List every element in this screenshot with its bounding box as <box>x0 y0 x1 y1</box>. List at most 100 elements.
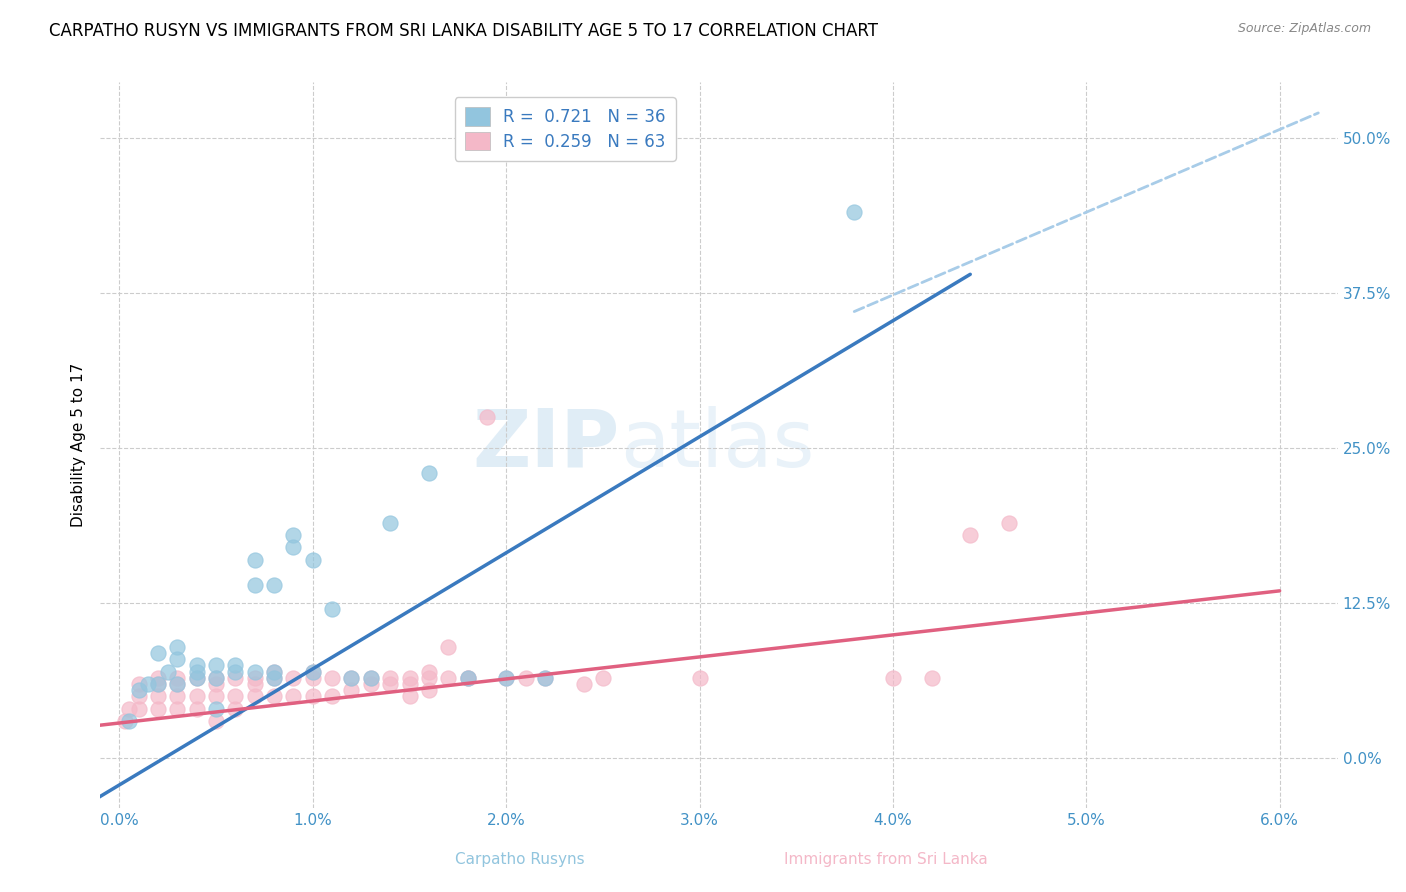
Point <box>128 677 150 691</box>
Point <box>283 690 305 704</box>
Point <box>301 553 323 567</box>
Point <box>572 677 595 691</box>
Point <box>118 702 141 716</box>
Point <box>166 677 188 691</box>
Text: ZIP: ZIP <box>472 406 620 484</box>
Point <box>263 671 285 685</box>
Text: atlas: atlas <box>620 406 814 484</box>
Point <box>186 658 208 673</box>
Point <box>114 714 136 729</box>
Point <box>186 671 208 685</box>
Point <box>205 690 228 704</box>
Point <box>224 671 246 685</box>
Point <box>360 677 382 691</box>
Point <box>592 671 614 685</box>
Point <box>243 677 266 691</box>
Point <box>138 677 160 691</box>
Point <box>301 665 323 679</box>
Legend: R =  0.721   N = 36, R =  0.259   N = 63: R = 0.721 N = 36, R = 0.259 N = 63 <box>456 97 676 161</box>
Point <box>128 683 150 698</box>
Point <box>534 671 557 685</box>
Point <box>166 702 188 716</box>
Point <box>224 665 246 679</box>
Point <box>844 205 866 219</box>
Point <box>146 671 169 685</box>
Point <box>515 671 537 685</box>
Point <box>283 541 305 555</box>
Point <box>146 690 169 704</box>
Text: Carpatho Rusyns: Carpatho Rusyns <box>456 852 585 867</box>
Point <box>263 577 285 591</box>
Point <box>205 671 228 685</box>
Point <box>457 671 479 685</box>
Point <box>998 516 1021 530</box>
Point <box>224 690 246 704</box>
Point <box>166 690 188 704</box>
Point <box>118 714 141 729</box>
Point <box>205 671 228 685</box>
Point <box>243 671 266 685</box>
Y-axis label: Disability Age 5 to 17: Disability Age 5 to 17 <box>72 363 86 527</box>
Point <box>475 410 498 425</box>
Point <box>301 665 323 679</box>
Point <box>457 671 479 685</box>
Point <box>243 665 266 679</box>
Point <box>360 671 382 685</box>
Point <box>283 671 305 685</box>
Point <box>495 671 517 685</box>
Point <box>146 646 169 660</box>
Point <box>205 714 228 729</box>
Point <box>457 671 479 685</box>
Point <box>689 671 711 685</box>
Point <box>321 671 343 685</box>
Point <box>534 671 557 685</box>
Point <box>263 665 285 679</box>
Point <box>166 652 188 666</box>
Point <box>224 658 246 673</box>
Point <box>243 690 266 704</box>
Point <box>263 690 285 704</box>
Point <box>166 677 188 691</box>
Point <box>301 690 323 704</box>
Point <box>243 553 266 567</box>
Point <box>263 671 285 685</box>
Point <box>321 602 343 616</box>
Point <box>224 702 246 716</box>
Point <box>166 640 188 654</box>
Text: Immigrants from Sri Lanka: Immigrants from Sri Lanka <box>785 852 987 867</box>
Point <box>340 683 363 698</box>
Point <box>128 702 150 716</box>
Point <box>321 690 343 704</box>
Point <box>398 677 420 691</box>
Point <box>205 658 228 673</box>
Point <box>243 577 266 591</box>
Point <box>156 665 179 679</box>
Point <box>263 665 285 679</box>
Point <box>398 671 420 685</box>
Point <box>398 690 420 704</box>
Point <box>380 671 402 685</box>
Point <box>186 702 208 716</box>
Point <box>128 690 150 704</box>
Point <box>146 677 169 691</box>
Point <box>301 671 323 685</box>
Point <box>418 665 440 679</box>
Point <box>186 690 208 704</box>
Point <box>360 671 382 685</box>
Point <box>380 516 402 530</box>
Point <box>205 677 228 691</box>
Point <box>495 671 517 685</box>
Point <box>418 671 440 685</box>
Point <box>437 671 460 685</box>
Point <box>186 671 208 685</box>
Text: CARPATHO RUSYN VS IMMIGRANTS FROM SRI LANKA DISABILITY AGE 5 TO 17 CORRELATION C: CARPATHO RUSYN VS IMMIGRANTS FROM SRI LA… <box>49 22 879 40</box>
Point <box>418 466 440 480</box>
Point <box>340 671 363 685</box>
Text: Source: ZipAtlas.com: Source: ZipAtlas.com <box>1237 22 1371 36</box>
Point <box>959 528 981 542</box>
Point <box>146 677 169 691</box>
Point <box>437 640 460 654</box>
Point <box>418 683 440 698</box>
Point <box>283 528 305 542</box>
Point <box>186 665 208 679</box>
